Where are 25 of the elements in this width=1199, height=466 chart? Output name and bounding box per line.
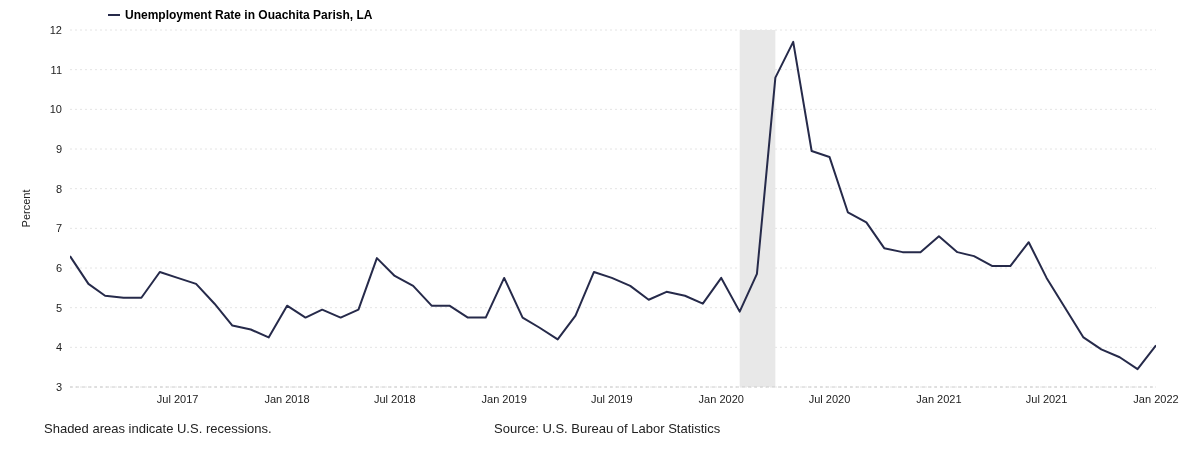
y-tick-label: 11: [50, 63, 62, 76]
x-tick-label: Jul 2018: [373, 392, 416, 405]
line-series: [70, 40, 1156, 371]
y-tick-label: 8: [55, 182, 62, 195]
y-tick-label: 4: [55, 341, 62, 354]
y-tick-label: 5: [55, 301, 62, 314]
legend-label: Unemployment Rate in Ouachita Parish, LA: [125, 8, 373, 22]
y-tick-label: 12: [49, 23, 62, 36]
x-tick-label: Jul 2020: [808, 392, 851, 405]
source-note: Source: U.S. Bureau of Labor Statistics: [494, 421, 721, 436]
y-tick-label: 10: [49, 103, 62, 116]
x-tick-label: Jul 2019: [591, 392, 633, 405]
x-tick-label: Jan 2021: [916, 392, 962, 405]
y-tick-label: 7: [55, 222, 62, 235]
y-tick-label: 6: [55, 261, 62, 274]
x-tick-label: Jul 2021: [1025, 392, 1068, 405]
x-tick-label: Jan 2018: [264, 392, 310, 405]
y-axis-title: Percent: [19, 189, 32, 228]
x-tick-label: Jan 2020: [698, 392, 744, 405]
x-tick-label: Jan 2019: [481, 392, 527, 405]
x-tick-label: Jul 2017: [156, 392, 199, 405]
y-tick-label: 9: [55, 142, 62, 155]
text: Shaded areas indicate U.S. recessions.: [44, 421, 273, 436]
x-tick-label: Jan 2022: [1133, 392, 1179, 405]
y-tick-label: 3: [55, 380, 62, 393]
